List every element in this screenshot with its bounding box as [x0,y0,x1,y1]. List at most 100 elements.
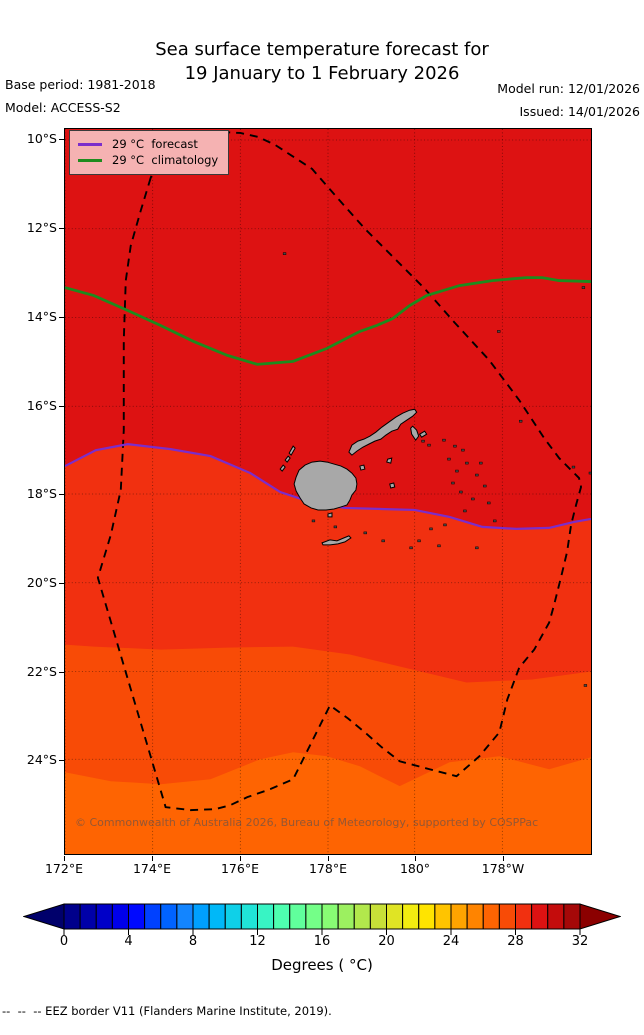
colorbar-cell [160,903,178,930]
islet-speck [282,252,287,255]
lat-tick-label: 18°S [26,486,57,501]
island [418,430,428,438]
contour-legend: 29 °C forecast 29 °C climatology [69,130,230,175]
islet-speck [583,684,588,687]
islet-speck [451,481,455,485]
graticule-gridlines [65,129,591,854]
lon-tick-mark [240,856,241,861]
colorbar-tick-label: 20 [378,934,395,949]
legend-item-label: 29 °C climatology [112,153,219,167]
legend-line-swatch [78,158,102,162]
colorbar-tick-label: 28 [507,934,524,949]
island [284,455,291,463]
islet-speck [442,438,446,442]
colorbar-cell [257,903,275,930]
lon-tick-mark [64,856,65,861]
lat-tick-label: 12°S [26,220,57,235]
islet-speck [437,544,441,548]
lon-tick-mark [503,856,504,861]
colorbar-tick-label: 4 [124,934,133,949]
islet-speck [421,439,425,443]
islet-speck [483,484,487,488]
lat-tick-mark [59,760,64,761]
island [288,445,296,456]
issued-text: Issued: 14/01/2026 [519,104,641,119]
lon-tick-label: 178°E [308,861,347,876]
colorbar-cell [386,903,404,930]
colorbar-cell [515,903,533,930]
island [321,535,352,546]
lat-tick-mark [59,672,64,673]
island [279,464,286,472]
colorbar-cell [63,903,81,930]
lat-tick-label: 24°S [26,752,57,767]
model-text: Model: ACCESS-S2 [5,100,121,115]
islet-speck [471,497,475,501]
map-canvas [65,129,591,854]
lon-tick-label: 172°E [44,861,83,876]
islet-speck [475,473,479,477]
title-line-2: 19 January to 1 February 2026 [184,63,460,84]
islet-speck [519,419,523,423]
lon-tick-mark [415,856,416,861]
copyright-text: © Commonwealth of Australia 2026, Bureau… [75,816,539,829]
colorbar-cell [498,903,516,930]
islet-speck [429,527,433,531]
legend-line-swatch [78,142,102,146]
island [389,482,396,489]
legend-item: 29 °C climatology [78,153,218,167]
lat-tick-mark [59,139,64,140]
islet-speck [463,509,467,513]
lat-tick-label: 10°S [26,131,57,146]
island [327,512,333,518]
islet-speck [493,519,497,523]
islet-speck [459,490,463,494]
colorbar-tick-label: 8 [188,934,198,949]
fiji-islands-landmass [279,252,591,687]
colorbar-cell [402,903,420,930]
islet-speck [381,539,385,543]
islet-speck [427,443,431,447]
island [410,425,420,442]
legend-item-label: 29 °C forecast [112,137,198,151]
colorbar-cell [418,903,436,930]
lon-tick-label: 180° [399,861,431,876]
island [386,457,393,464]
lon-tick-label: 178°W [481,861,525,876]
colorbar-cell [144,903,162,930]
colorbar-cell [466,903,484,930]
islet-speck [497,330,501,333]
island [348,408,418,456]
lon-tick-mark [328,856,329,861]
lon-tick-label: 176°E [220,861,259,876]
colorbar-cell [434,903,452,930]
islet-speck [443,523,447,527]
colorbar-tick-label: 24 [442,934,460,949]
islet-speck [465,461,469,465]
colorbar-cell [111,903,129,930]
islet-speck [479,461,483,465]
lat-tick-mark [59,494,64,495]
islet-speck [447,457,451,461]
colorbar-cell [224,903,242,930]
islet-speck [311,519,316,523]
island [359,464,366,471]
lon-tick-label: 174°E [132,861,171,876]
lat-tick-mark [59,406,64,407]
colorbar-axis-label: Degrees ( °C) [271,956,373,974]
islet-speck [461,448,465,452]
lat-tick-mark [59,228,64,229]
eez-footnote-text: -- -- -- EEZ border V11 (Flanders Marine… [2,1004,332,1018]
title-line-1: Sea surface temperature forecast for [155,39,489,60]
islet-speck [475,546,479,550]
lat-tick-mark [59,583,64,584]
colorbar-right-arrow [579,903,621,930]
base-period-text: Base period: 1981-2018 [5,77,156,92]
temperature-colorbar [23,903,621,935]
colorbar-cell [305,903,323,930]
colorbar-cell [95,903,113,930]
islet-speck [453,444,457,448]
map-panel [64,128,592,855]
colorbar-cell [128,903,146,930]
